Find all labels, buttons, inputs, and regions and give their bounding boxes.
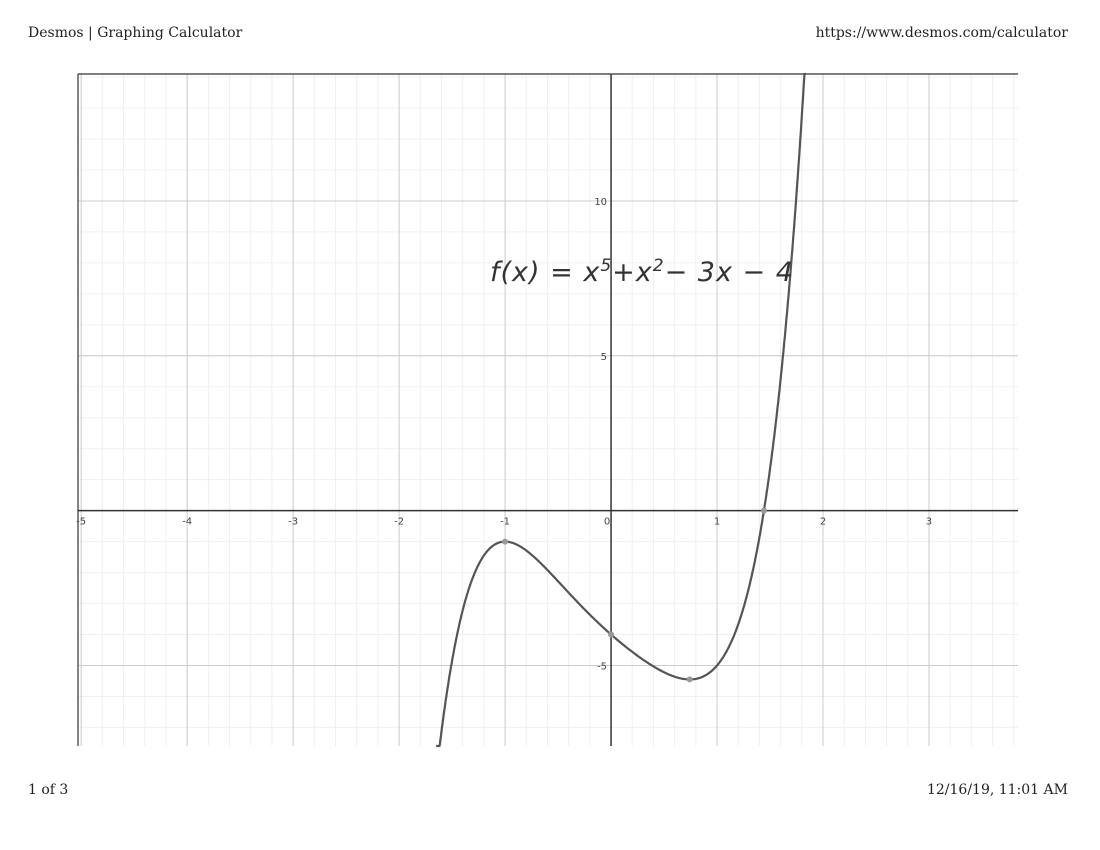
function-curve [436, 72, 806, 748]
marked-point [608, 631, 615, 638]
annotation-exp1: 5 [600, 256, 613, 276]
x-tick-label: 3 [926, 517, 932, 528]
y-tick-label: 10 [594, 197, 607, 208]
page-number: 1 of 3 [28, 782, 69, 798]
page-title: Desmos | Graphing Calculator [28, 25, 243, 41]
annotation-mid: +x [612, 257, 653, 288]
page-url: https://www.desmos.com/calculator [815, 25, 1068, 41]
annotation-base: f(x) = x [490, 257, 601, 288]
marked-point [502, 538, 509, 545]
x-tick-label: 2 [820, 517, 826, 528]
x-tick-label: 1 [714, 517, 720, 528]
y-tick-label: 5 [601, 352, 607, 363]
annotation-exp2: 2 [652, 256, 665, 276]
marked-point [686, 676, 693, 683]
x-tick-label: -5 [76, 517, 86, 528]
x-tick-label: -4 [182, 517, 192, 528]
print-timestamp: 12/16/19, 11:01 AM [926, 782, 1068, 798]
x-tick-label: -2 [394, 517, 404, 528]
annotation-tail: − 3x − 4 [664, 257, 794, 288]
y-tick-label: -5 [597, 661, 607, 672]
marked-point [760, 507, 767, 514]
x-tick-label: -3 [288, 517, 298, 528]
x-tick-label: -1 [500, 517, 510, 528]
x-tick-label: 0 [604, 517, 610, 528]
function-annotation: f(x) = x5+x2− 3x − 4 [490, 256, 794, 288]
